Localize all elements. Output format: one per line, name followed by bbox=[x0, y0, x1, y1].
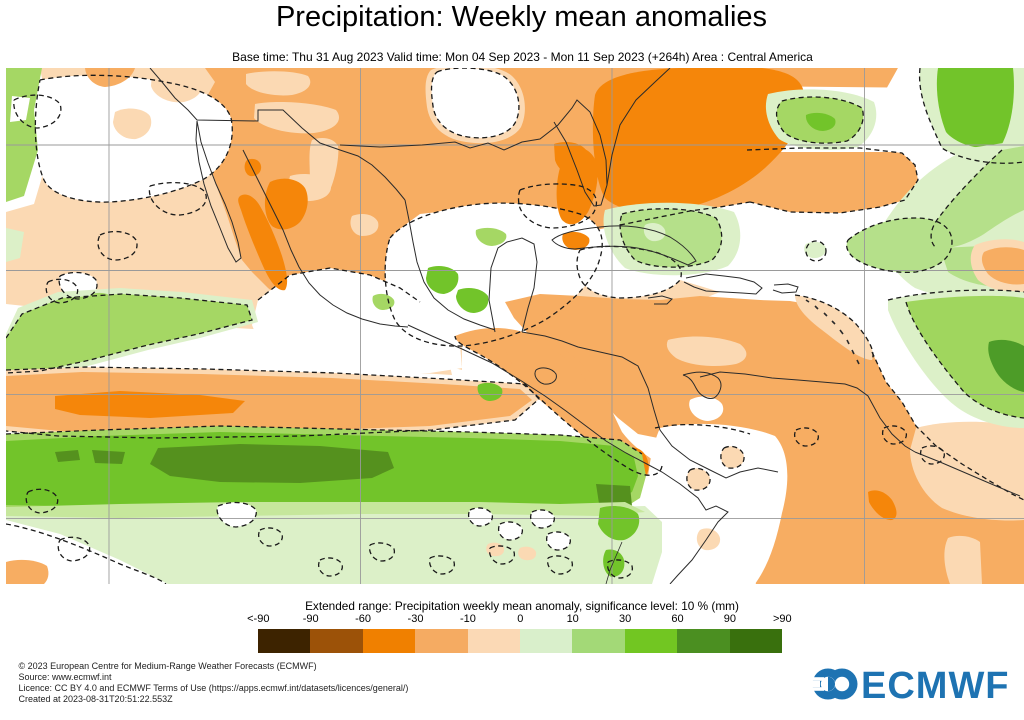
svg-text:ECMWF: ECMWF bbox=[861, 665, 1010, 707]
